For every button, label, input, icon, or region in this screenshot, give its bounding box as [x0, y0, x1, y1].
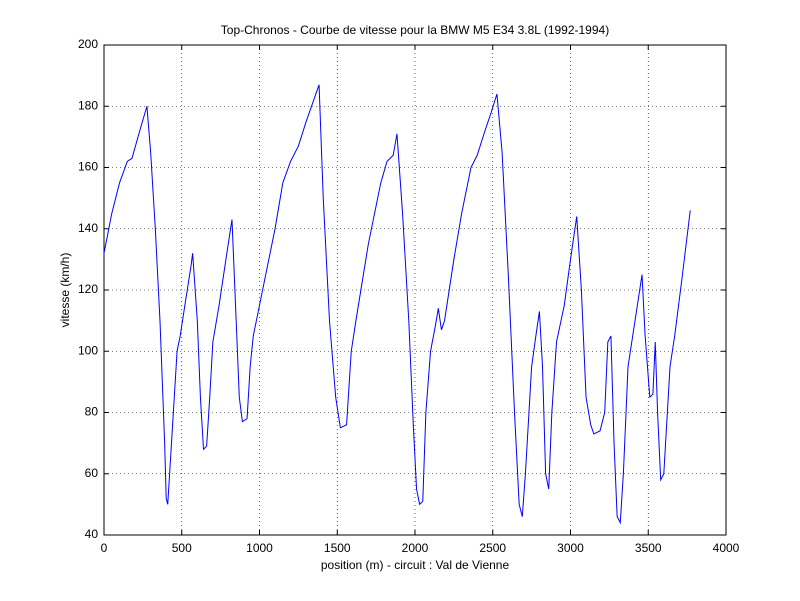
chart-title: Top-Chronos - Courbe de vitesse pour la … — [221, 23, 609, 37]
y-tick-label: 80 — [85, 405, 99, 419]
x-tick-label: 2500 — [479, 541, 506, 555]
axes-box — [103, 44, 727, 536]
x-tick-label: 3000 — [557, 541, 584, 555]
y-tick-label: 40 — [85, 527, 99, 541]
x-axis-label: position (m) - circuit : Val de Vienne — [321, 558, 510, 572]
x-tick-label: 0 — [101, 541, 108, 555]
y-tick-label: 120 — [78, 282, 98, 296]
speed-line — [103, 84, 691, 525]
y-tick-label: 160 — [78, 160, 98, 174]
x-tick-label: 1000 — [246, 541, 273, 555]
y-tick-label: 100 — [78, 343, 98, 357]
y-tick-label: 60 — [85, 466, 99, 480]
x-tick-label: 1500 — [324, 541, 351, 555]
y-tick-label: 140 — [78, 221, 98, 235]
x-tick-label: 500 — [172, 541, 192, 555]
y-tick-label: 180 — [78, 98, 98, 112]
y-tick-label: 200 — [78, 37, 98, 51]
x-tick-label: 3500 — [635, 541, 662, 555]
x-tick-label: 2000 — [402, 541, 429, 555]
x-tick-label: 4000 — [713, 541, 740, 555]
y-axis-label: vitesse (km/h) — [58, 253, 72, 328]
